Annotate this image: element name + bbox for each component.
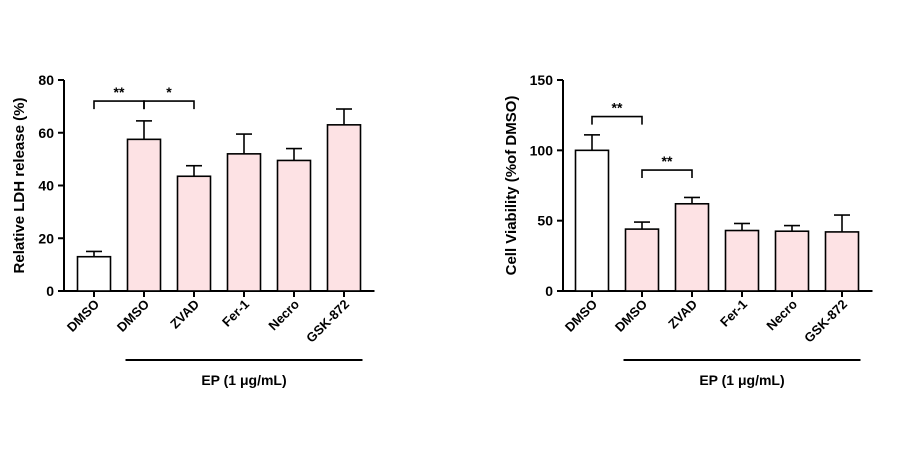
significance-bracket bbox=[93, 100, 145, 110]
x-tick-label: ZVAD bbox=[167, 297, 202, 332]
x-tick-label: GSK-872 bbox=[801, 297, 850, 346]
x-tick-label: DMSO bbox=[64, 297, 102, 335]
x-tick-label: DMSO bbox=[562, 297, 600, 335]
significance-label: ** bbox=[662, 153, 673, 169]
bar bbox=[176, 175, 212, 292]
bar bbox=[326, 124, 362, 292]
y-tick-label: 0 bbox=[46, 283, 54, 299]
y-tick-label: 100 bbox=[530, 142, 554, 158]
group-label: EP (1 μg/mL) bbox=[201, 372, 286, 388]
significance-bracket bbox=[143, 100, 195, 110]
bar bbox=[226, 153, 262, 292]
bar bbox=[824, 231, 860, 292]
bar bbox=[774, 230, 810, 292]
x-tick-label: Necro bbox=[763, 296, 800, 333]
x-tick-label: Necro bbox=[265, 296, 302, 333]
y-tick-label: 40 bbox=[38, 178, 54, 194]
x-tick-label: DMSO bbox=[114, 297, 152, 335]
y-tick-label: 20 bbox=[38, 230, 54, 246]
bar bbox=[276, 159, 312, 292]
significance-bracket bbox=[591, 115, 643, 125]
significance-label: ** bbox=[114, 84, 125, 100]
bar bbox=[126, 138, 162, 292]
x-tick-label: GSK-872 bbox=[303, 297, 352, 346]
x-tick-label: DMSO bbox=[612, 297, 650, 335]
significance-label: ** bbox=[612, 100, 623, 116]
y-tick-label: 80 bbox=[38, 72, 54, 88]
x-tick-label: Fer-1 bbox=[219, 297, 252, 330]
group-label: EP (1 μg/mL) bbox=[699, 372, 784, 388]
y-tick-label: 60 bbox=[38, 125, 54, 141]
ldh-release-chart: 0 20 40 60 80 Relative LDH release (%) DMSO DMS… bbox=[11, 72, 375, 388]
significance-bracket bbox=[641, 169, 693, 179]
bar bbox=[574, 149, 610, 292]
bar bbox=[76, 255, 112, 292]
bar bbox=[724, 229, 760, 292]
y-tick-label: 0 bbox=[545, 283, 553, 299]
y-tick-label: 50 bbox=[537, 213, 553, 229]
y-tick-label: 150 bbox=[530, 72, 554, 88]
y-axis-label: Relative LDH release (%) bbox=[11, 98, 28, 274]
cell-viability-chart: 0 50 100 150 Cell Viability (%of DMSO) DMSO DM… bbox=[503, 72, 873, 388]
significance-label: * bbox=[166, 84, 172, 100]
x-tick-label: Fer-1 bbox=[717, 297, 750, 330]
bar bbox=[674, 202, 710, 292]
x-tick-label: ZVAD bbox=[665, 297, 700, 332]
bar bbox=[624, 228, 660, 292]
y-axis-label: Cell Viability (%of DMSO) bbox=[503, 96, 520, 276]
